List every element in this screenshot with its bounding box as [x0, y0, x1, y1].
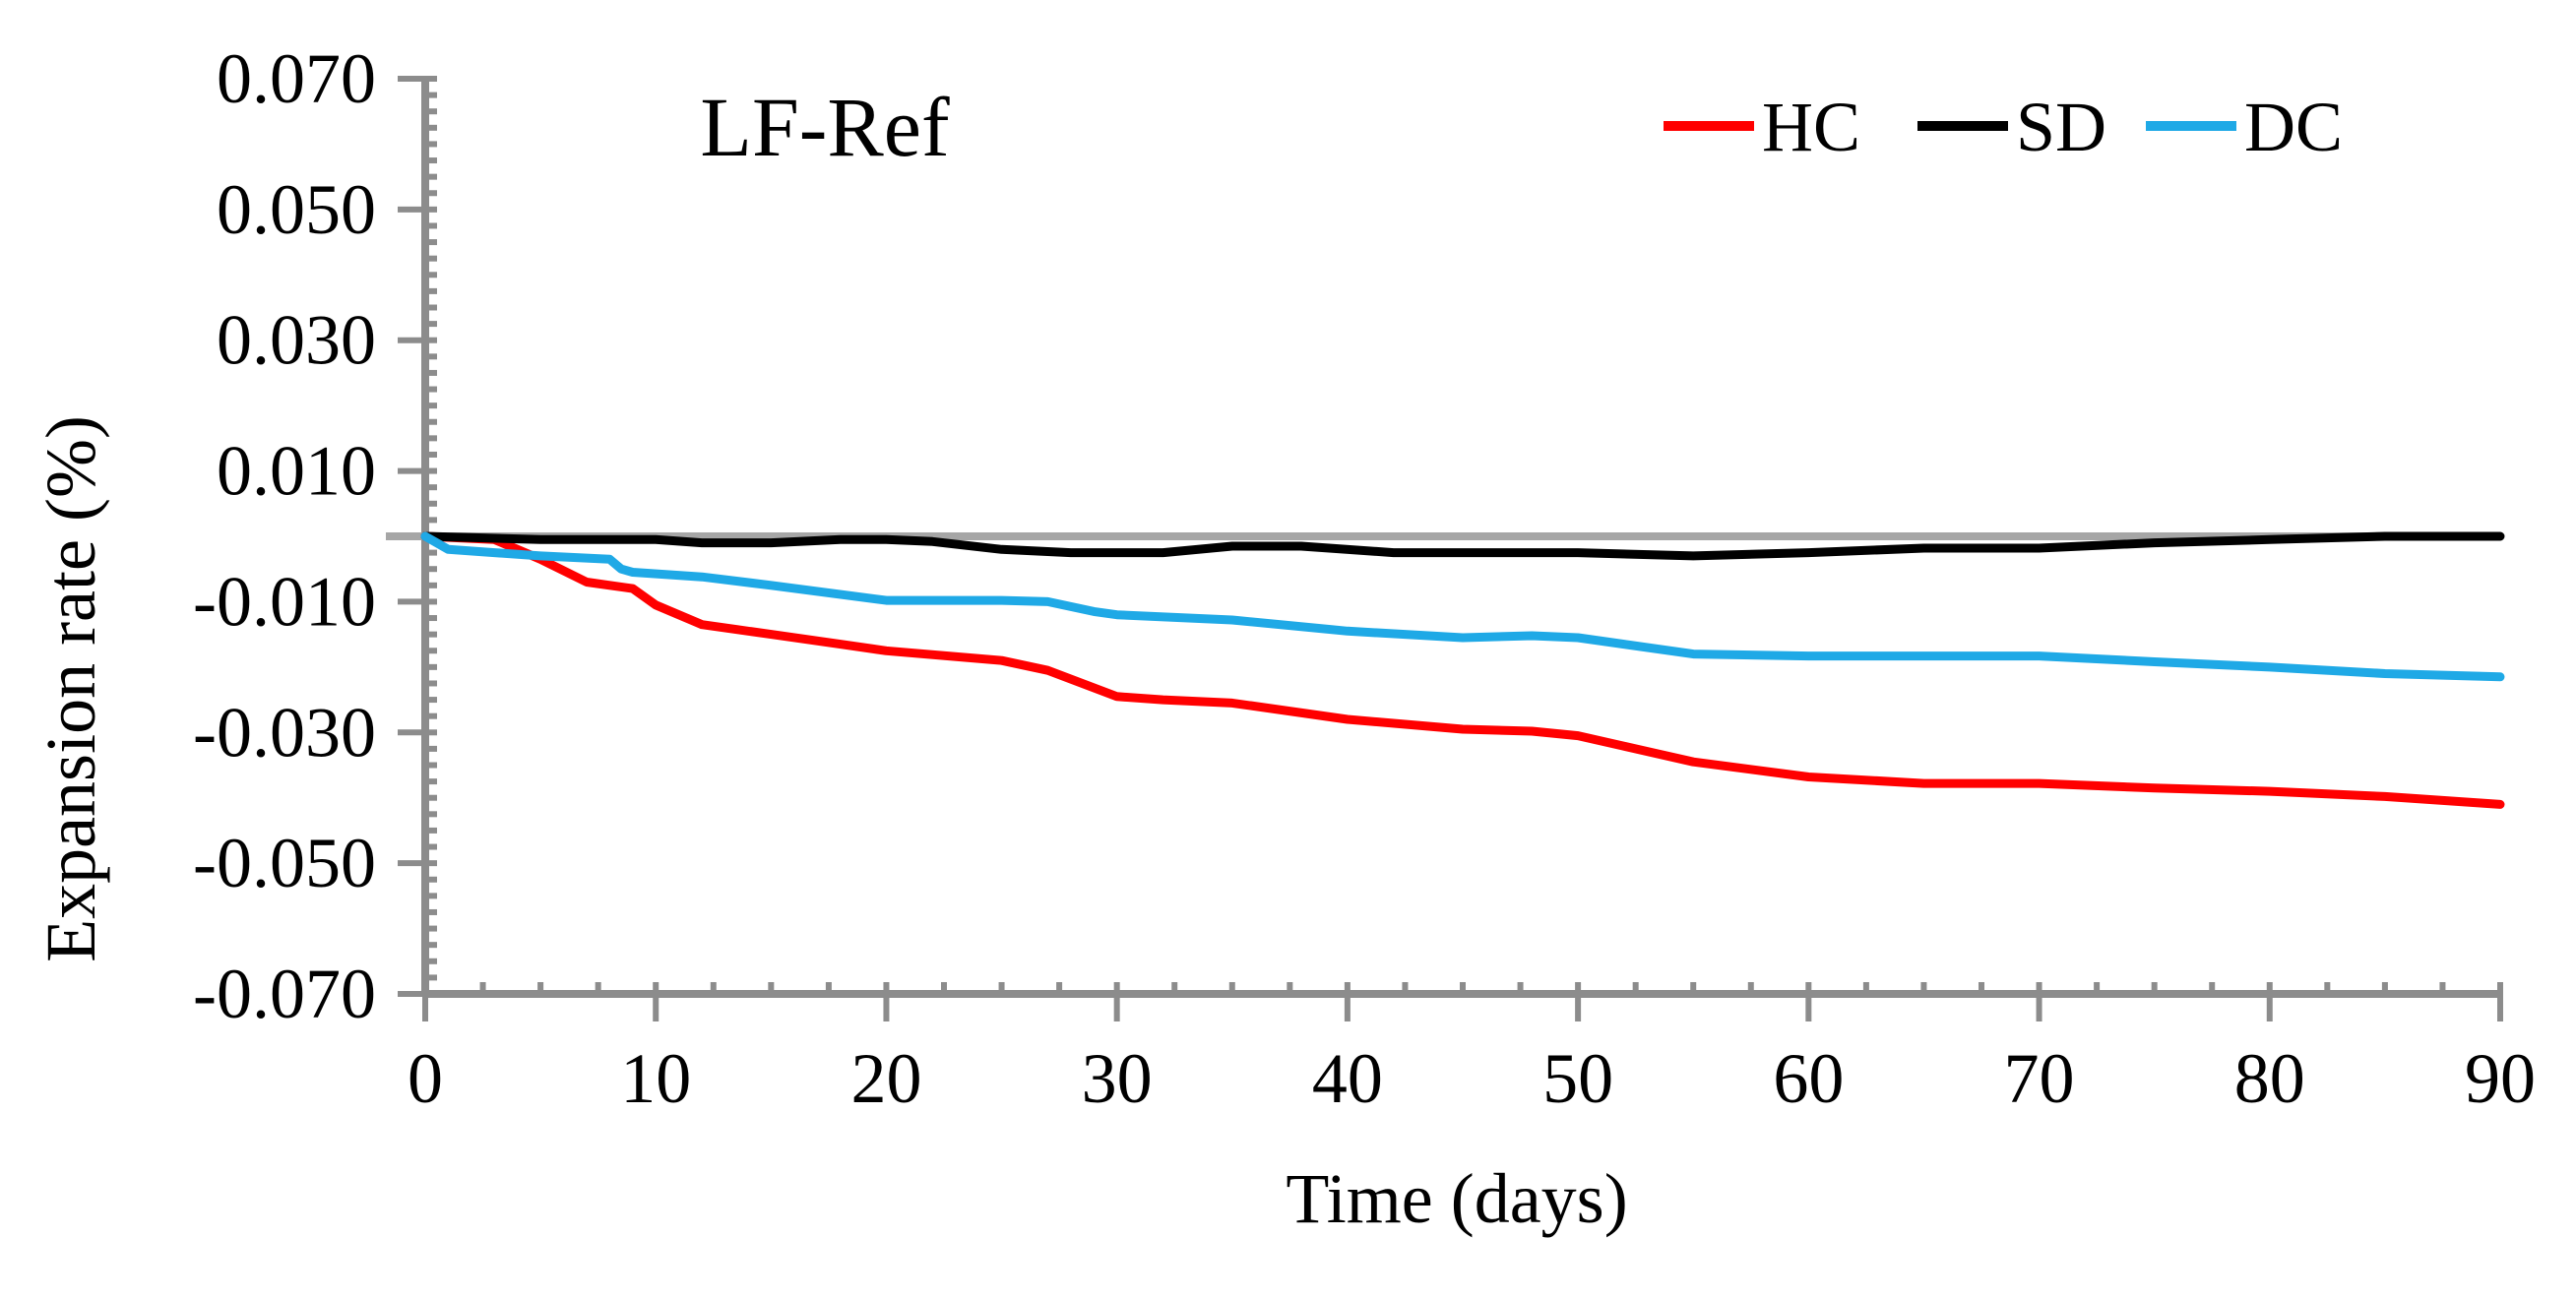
x-tick-label: 20 — [850, 1039, 921, 1118]
legend: HC SD DC — [1664, 88, 2343, 166]
legend-label-sd: SD — [2016, 88, 2106, 166]
y-tick-label: 0.010 — [217, 432, 376, 511]
y-tick-label: -0.050 — [193, 824, 376, 902]
y-tick-label: -0.030 — [193, 693, 376, 772]
y-tick-label: 0.070 — [217, 39, 376, 118]
x-tick-label: 60 — [1773, 1039, 1844, 1118]
x-tick-label: 40 — [1312, 1039, 1383, 1118]
plot-area — [386, 531, 2505, 809]
chart-title: LF-Ref — [700, 80, 950, 174]
legend-label-hc: HC — [1762, 88, 1860, 166]
y-tick-label: -0.010 — [193, 562, 376, 641]
y-axis-label: Expansion rate (%) — [31, 415, 110, 962]
x-tick-label: 50 — [1542, 1039, 1613, 1118]
axes: 0.070 0.050 0.030 0.010 -0.010 -0.030 -0.050 -0… — [193, 39, 2536, 1118]
y-tick-label: 0.050 — [217, 170, 376, 249]
x-tick-label: 30 — [1082, 1039, 1153, 1118]
x-tick-label: 90 — [2465, 1039, 2536, 1118]
series-line-dc — [420, 531, 2505, 682]
legend-label-dc: DC — [2244, 88, 2343, 166]
x-axis-label: Time (days) — [1286, 1159, 1627, 1238]
x-tick-label: 0 — [408, 1039, 443, 1118]
series-line-sd — [420, 531, 2505, 561]
x-tick-label: 80 — [2234, 1039, 2305, 1118]
y-tick-label: 0.030 — [217, 301, 376, 380]
x-tick-label: 70 — [2004, 1039, 2075, 1118]
series-line-hc — [420, 531, 2505, 809]
x-tick-label: 10 — [620, 1039, 691, 1118]
y-tick-label: -0.070 — [193, 955, 376, 1033]
